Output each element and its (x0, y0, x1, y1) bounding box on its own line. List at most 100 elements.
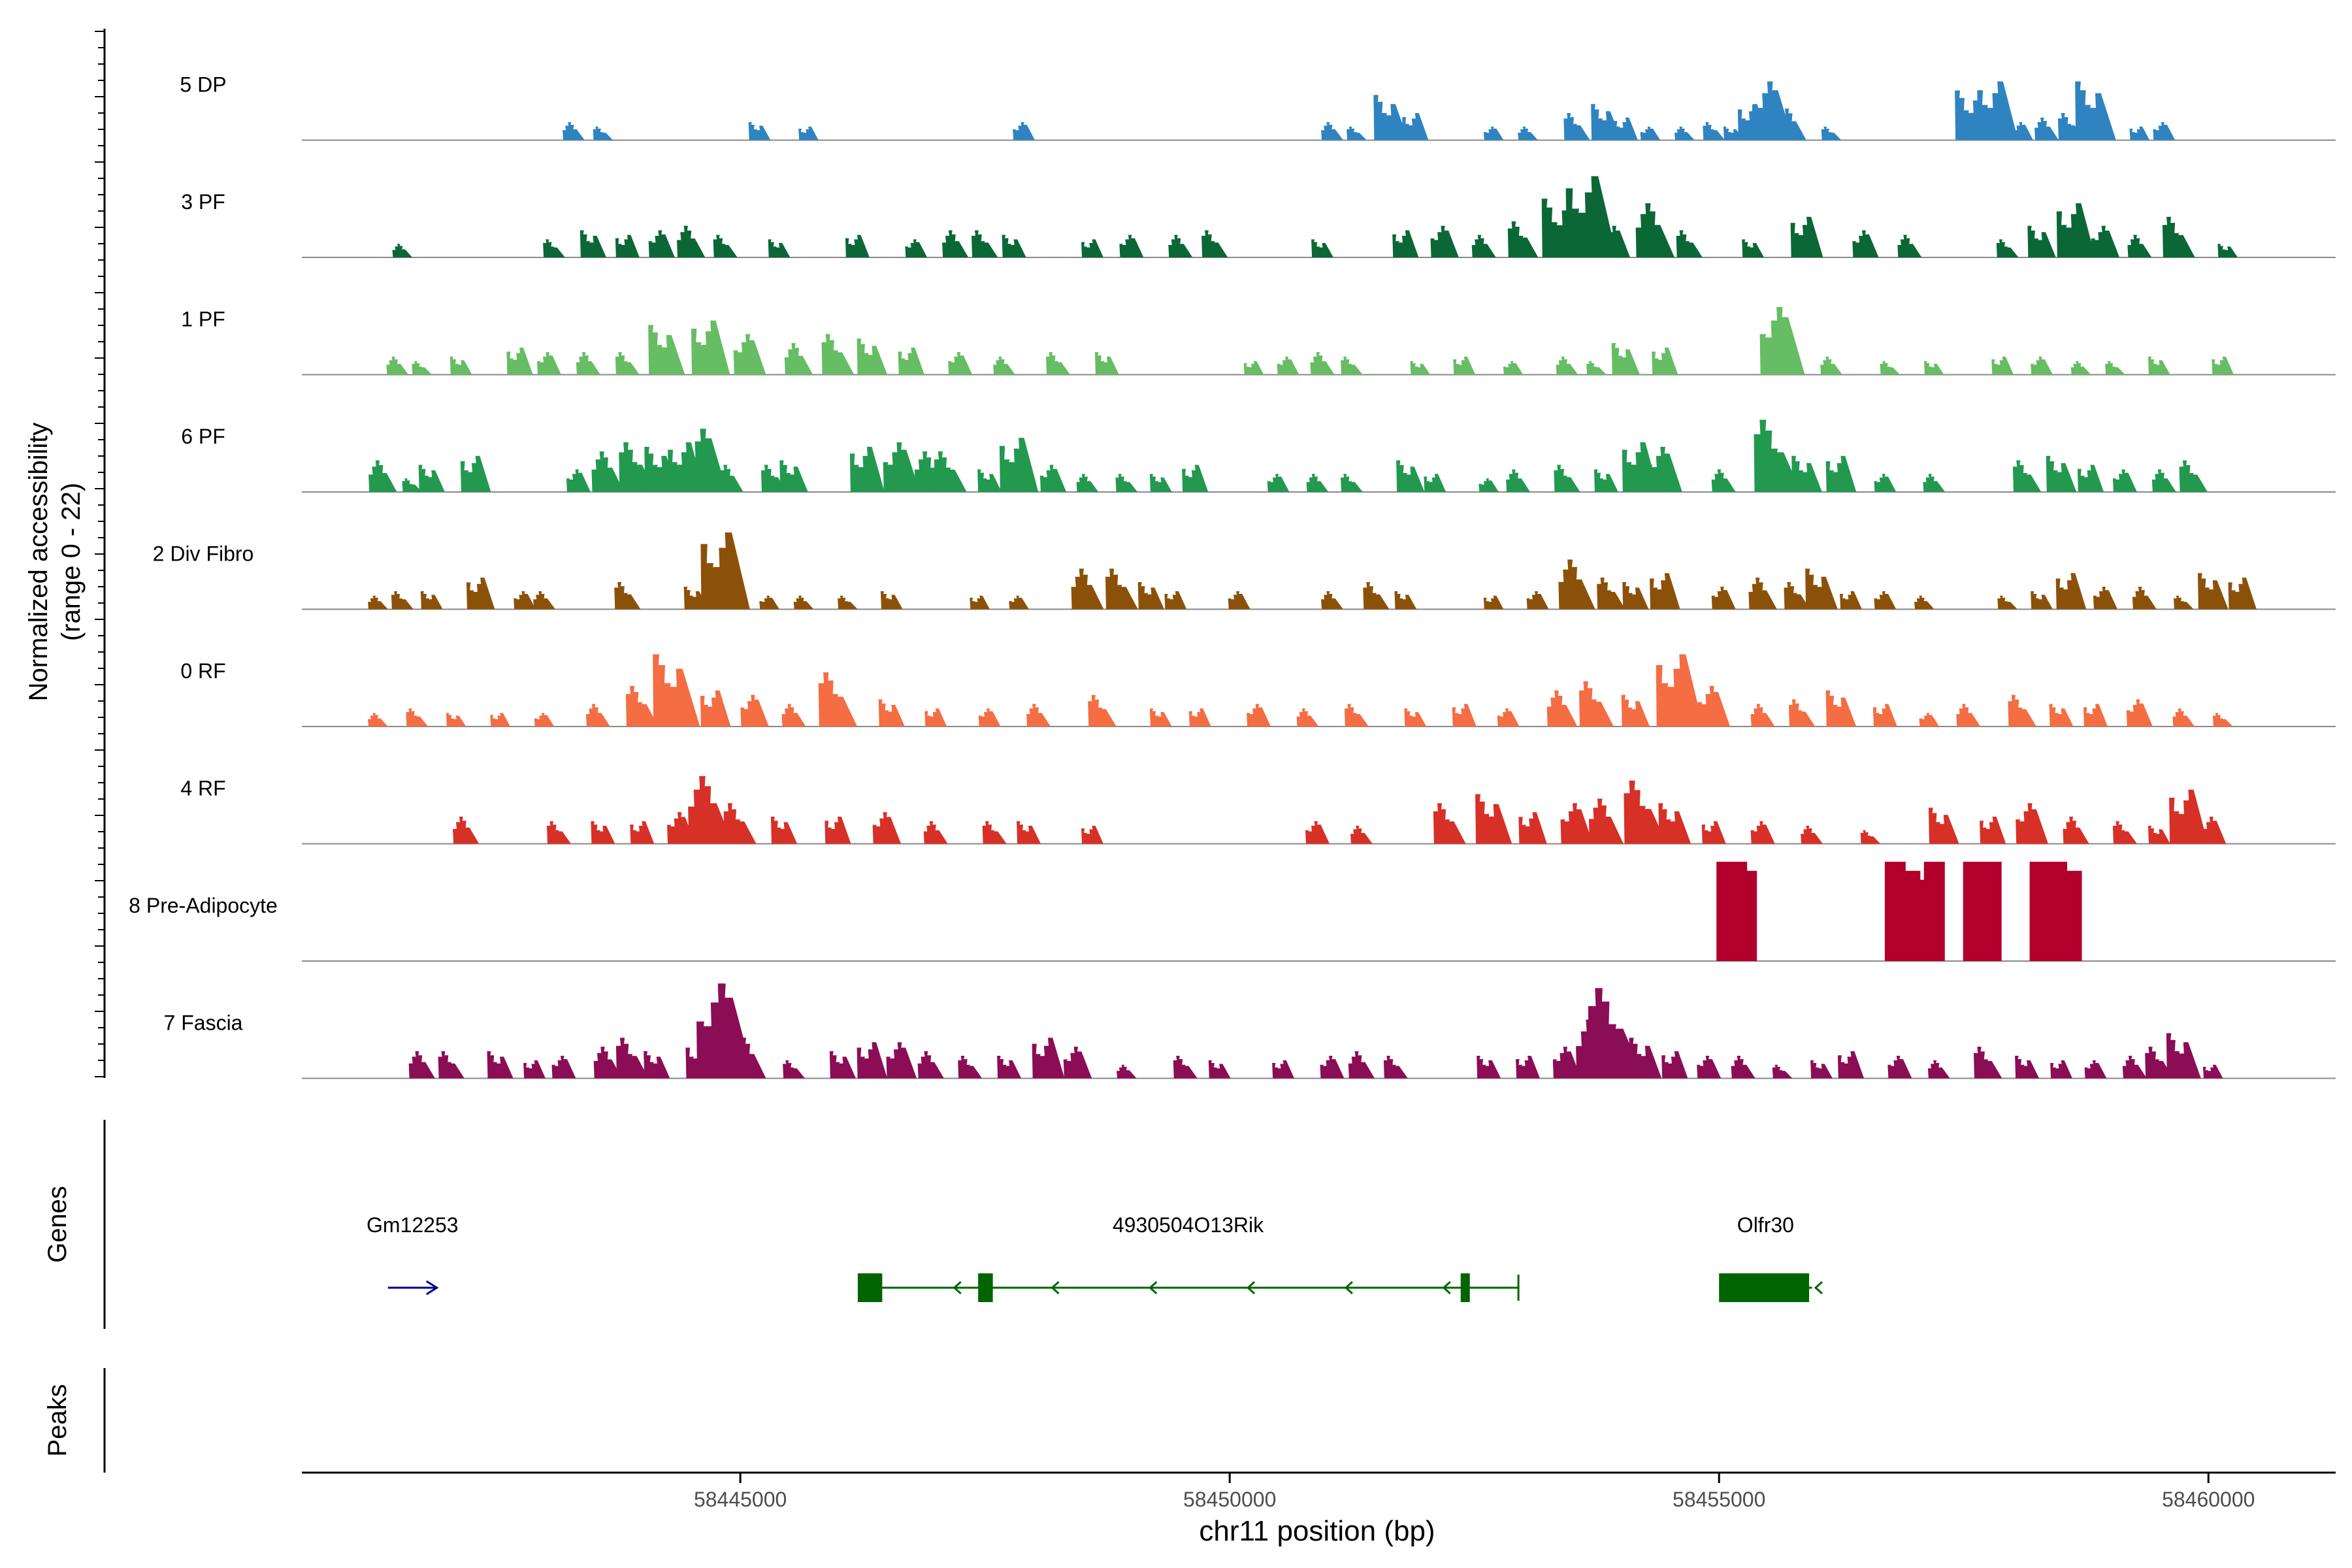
coverage-peak (1081, 239, 1103, 257)
coverage-peak (1624, 780, 1667, 844)
coverage-peak (717, 465, 743, 492)
coverage-peak (2015, 1055, 2040, 1079)
track-label: 4 RF (180, 777, 225, 800)
coverage-peak (999, 438, 1039, 492)
coverage-peak (977, 469, 1002, 492)
coverage-peak (2173, 595, 2194, 610)
coverage-peak (1837, 1051, 1865, 1079)
coverage-peak (2056, 203, 2096, 257)
coverage-peak (2083, 704, 2108, 727)
track-label: 6 PF (181, 425, 225, 448)
coverage-peak (1874, 591, 1897, 610)
coverage-peak (1784, 582, 1810, 610)
coverage-peak (551, 1055, 576, 1079)
coverage-peak (1518, 126, 1538, 140)
coverage-tracks: 5 DP 3 PF 1 PF 6 PF 2 Div Fibro 0 RF 4 RF 8 Pre… (129, 73, 2336, 1079)
coverage-peak (543, 239, 565, 257)
coverage-peak (849, 446, 885, 492)
coverage-peak (1344, 704, 1369, 727)
coverage-peak (700, 532, 750, 610)
coverage-peak (898, 348, 924, 375)
coverage-peak (1754, 419, 1801, 492)
coverage-peak (1306, 474, 1329, 492)
coverage-peak (1188, 708, 1211, 727)
coverage-peak (2055, 573, 2087, 610)
coverage-peak (392, 244, 413, 257)
coverage-peak (1963, 862, 1984, 961)
coverage-peak (2084, 1060, 2107, 1079)
coverage-peak (1392, 230, 1419, 257)
coverage-peak (1088, 694, 1117, 727)
coverage-peak (614, 582, 641, 610)
coverage-peak (733, 1037, 766, 1079)
coverage-peak (490, 713, 510, 727)
track-6: 0 RF (180, 654, 2336, 727)
coverage-peak (368, 595, 388, 610)
x-tick-label: 58445000 (694, 1488, 787, 1511)
coverage-peak (1518, 812, 1547, 844)
coverage-peak (514, 591, 536, 610)
coverage-peak (1119, 235, 1144, 257)
coverage-peak (2031, 356, 2053, 375)
coverage-peak (1243, 361, 1264, 375)
coverage-peak (2197, 573, 2229, 610)
coverage-peak (1923, 361, 1944, 375)
x-tick-label: 58450000 (1183, 1488, 1276, 1511)
coverage-peak (1977, 81, 2018, 140)
coverage-peak (1013, 122, 1035, 140)
track-8: 8 Pre-Adipocyte (129, 862, 2336, 962)
coverage-peak (1750, 704, 1775, 727)
coverage-peak (648, 230, 675, 257)
coverage-peak (793, 595, 814, 610)
coverage-peak (2169, 789, 2208, 844)
coverage-peak (886, 1042, 917, 1079)
gene-label: 4930504O13Rik (1113, 1213, 1264, 1237)
coverage-peak (2093, 586, 2117, 610)
coverage-peak (1821, 126, 1842, 140)
coverage-peak (1923, 862, 1945, 961)
coverage-peak (2112, 469, 2137, 492)
coverage-peak (1658, 803, 1691, 844)
coverage-peak (740, 694, 769, 727)
coverage-peak (576, 351, 600, 375)
coverage-peak (368, 713, 388, 727)
track-2: 3 PF (181, 176, 2336, 258)
coverage-peak (1410, 361, 1431, 375)
coverage-peak (615, 1037, 649, 1079)
coverage-peak (1039, 465, 1067, 492)
coverage-peak (723, 803, 757, 844)
coverage-peak (1652, 348, 1678, 375)
coverage-peak (1497, 708, 1520, 727)
coverage-peak (2228, 578, 2257, 610)
y-axis-subtitle: (range 0 - 22) (57, 483, 86, 641)
coverage-peak (1593, 469, 1618, 492)
coverage-peak (1622, 582, 1649, 610)
coverage-peak (783, 1060, 805, 1079)
coverage-peak (1201, 230, 1228, 257)
coverage-peak (978, 708, 1001, 727)
coverage-peak (1563, 113, 1590, 140)
coverage-peak (1661, 1051, 1688, 1079)
coverage-peak (1552, 1047, 1582, 1079)
coverage-peak (1341, 356, 1363, 375)
coverage-peak (1516, 1055, 1541, 1079)
coverage-peak (446, 713, 466, 727)
peaks-panel-label: Peaks (43, 1384, 72, 1456)
coverage-peak (1402, 113, 1429, 140)
coverage-peak (2200, 817, 2227, 844)
gene-exon (1460, 1273, 1470, 1302)
coverage-peak (872, 812, 902, 844)
x-tick-label: 58455000 (1673, 1488, 1765, 1511)
coverage-peak (688, 776, 734, 844)
coverage-peak (2034, 117, 2059, 140)
coverage-peak (453, 817, 480, 844)
gene-exon (978, 1273, 993, 1302)
coverage-peak (1996, 239, 2019, 257)
coverage-peak (1840, 591, 1862, 610)
coverage-peak (1071, 568, 1104, 610)
coverage-peak (615, 351, 640, 375)
coverage-peak (1874, 474, 1897, 492)
coverage-peak (691, 320, 730, 375)
coverage-peak (1009, 595, 1029, 610)
coverage-peak (1320, 1055, 1345, 1079)
